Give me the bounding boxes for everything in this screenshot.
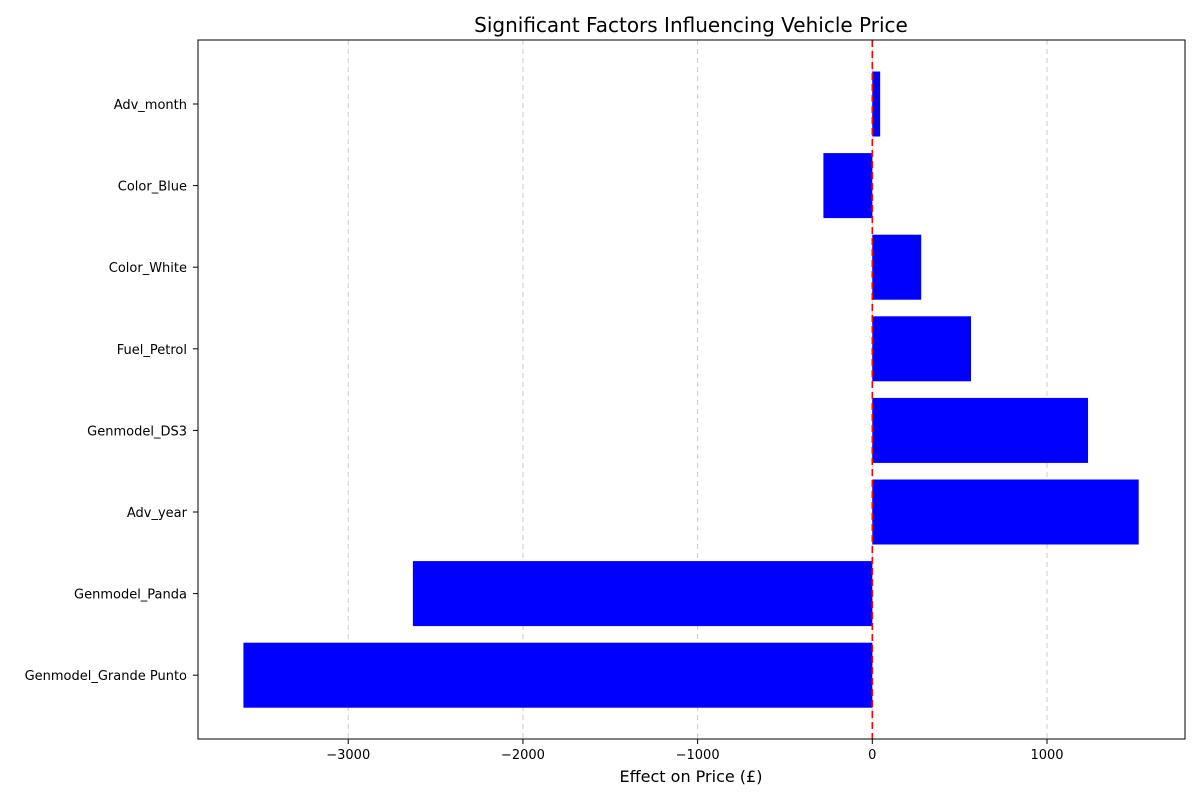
chart-title: Significant Factors Influencing Vehicle … <box>474 13 908 37</box>
bar <box>412 561 873 627</box>
x-axis-label: Effect on Price (£) <box>620 767 763 786</box>
x-tick-label: 1000 <box>1030 748 1063 763</box>
y-tick-label: Adv_month <box>114 98 187 113</box>
x-axis-ticks: −3000 −2000 −1000 0 1000 <box>326 739 1064 763</box>
y-tick-label: Genmodel_Grande Punto <box>25 669 187 684</box>
y-tick-label: Color_Blue <box>118 180 187 195</box>
y-tick-label: Genmodel_Panda <box>74 588 187 603</box>
bars <box>243 71 1139 708</box>
y-axis-ticks: Adv_month Color_Blue Color_White Fuel_Petro… <box>25 98 198 684</box>
x-tick-label: −3000 <box>326 748 370 763</box>
bar <box>872 71 881 137</box>
bar <box>872 234 922 300</box>
plot-frame <box>197 39 1186 740</box>
bar <box>243 642 873 708</box>
y-tick-label: Color_White <box>109 261 187 276</box>
y-tick-label: Fuel_Petrol <box>117 343 187 358</box>
bar <box>872 316 972 382</box>
x-tick-label: −2000 <box>501 748 545 763</box>
bar <box>823 153 873 219</box>
y-tick-label: Adv_year <box>127 506 188 521</box>
x-gridlines <box>347 40 1048 739</box>
bar <box>872 397 1089 463</box>
y-tick-label: Genmodel_DS3 <box>87 424 187 439</box>
bar <box>872 479 1139 545</box>
x-tick-label: 0 <box>868 748 876 763</box>
x-tick-label: −1000 <box>676 748 720 763</box>
